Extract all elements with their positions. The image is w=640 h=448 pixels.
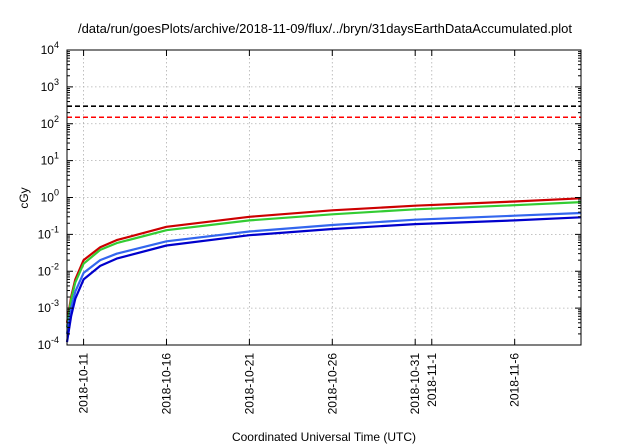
x-tick-label: 2018-10-11 <box>77 353 91 414</box>
chart-title: /data/run/goesPlots/archive/2018-11-09/f… <box>78 21 572 36</box>
x-tick-label: 2018-10-31 <box>408 353 422 415</box>
y-tick-labels: 10-4 10-3 10-2 10-1 100 101 102 103 104 <box>38 40 59 352</box>
grid <box>67 50 581 345</box>
x-tick-label: 2018-10-16 <box>159 353 173 415</box>
x-tick-label: 2018-11-1 <box>425 353 439 407</box>
reference-lines <box>67 105 581 119</box>
x-axis-label: Coordinated Universal Time (UTC) <box>232 430 416 444</box>
y-tick-label: 10-1 <box>38 224 59 241</box>
y-axis-label: cGy <box>17 187 31 208</box>
y-tick-label: 104 <box>41 40 59 57</box>
y-tick-label: 101 <box>41 151 59 168</box>
y-tick-label: 10-4 <box>38 335 59 352</box>
series-line-3 <box>65 211 582 335</box>
series-lines <box>65 197 582 343</box>
x-tick-label: 2018-10-21 <box>242 353 256 415</box>
ticks <box>67 49 581 346</box>
y-tick-label: 103 <box>41 77 59 94</box>
y-tick-label: 10-3 <box>38 298 59 315</box>
series-line-2 <box>65 201 582 328</box>
series-line-4 <box>65 216 582 343</box>
x-tick-labels: 2018-10-11 2018-10-16 2018-10-21 2018-10-26… <box>77 353 522 415</box>
x-tick-label: 2018-11-6 <box>508 353 522 407</box>
y-tick-label: 10-2 <box>38 261 59 278</box>
y-tick-label: 100 <box>41 188 59 205</box>
x-tick-label: 2018-10-26 <box>325 353 339 415</box>
y-tick-label: 102 <box>41 114 59 131</box>
